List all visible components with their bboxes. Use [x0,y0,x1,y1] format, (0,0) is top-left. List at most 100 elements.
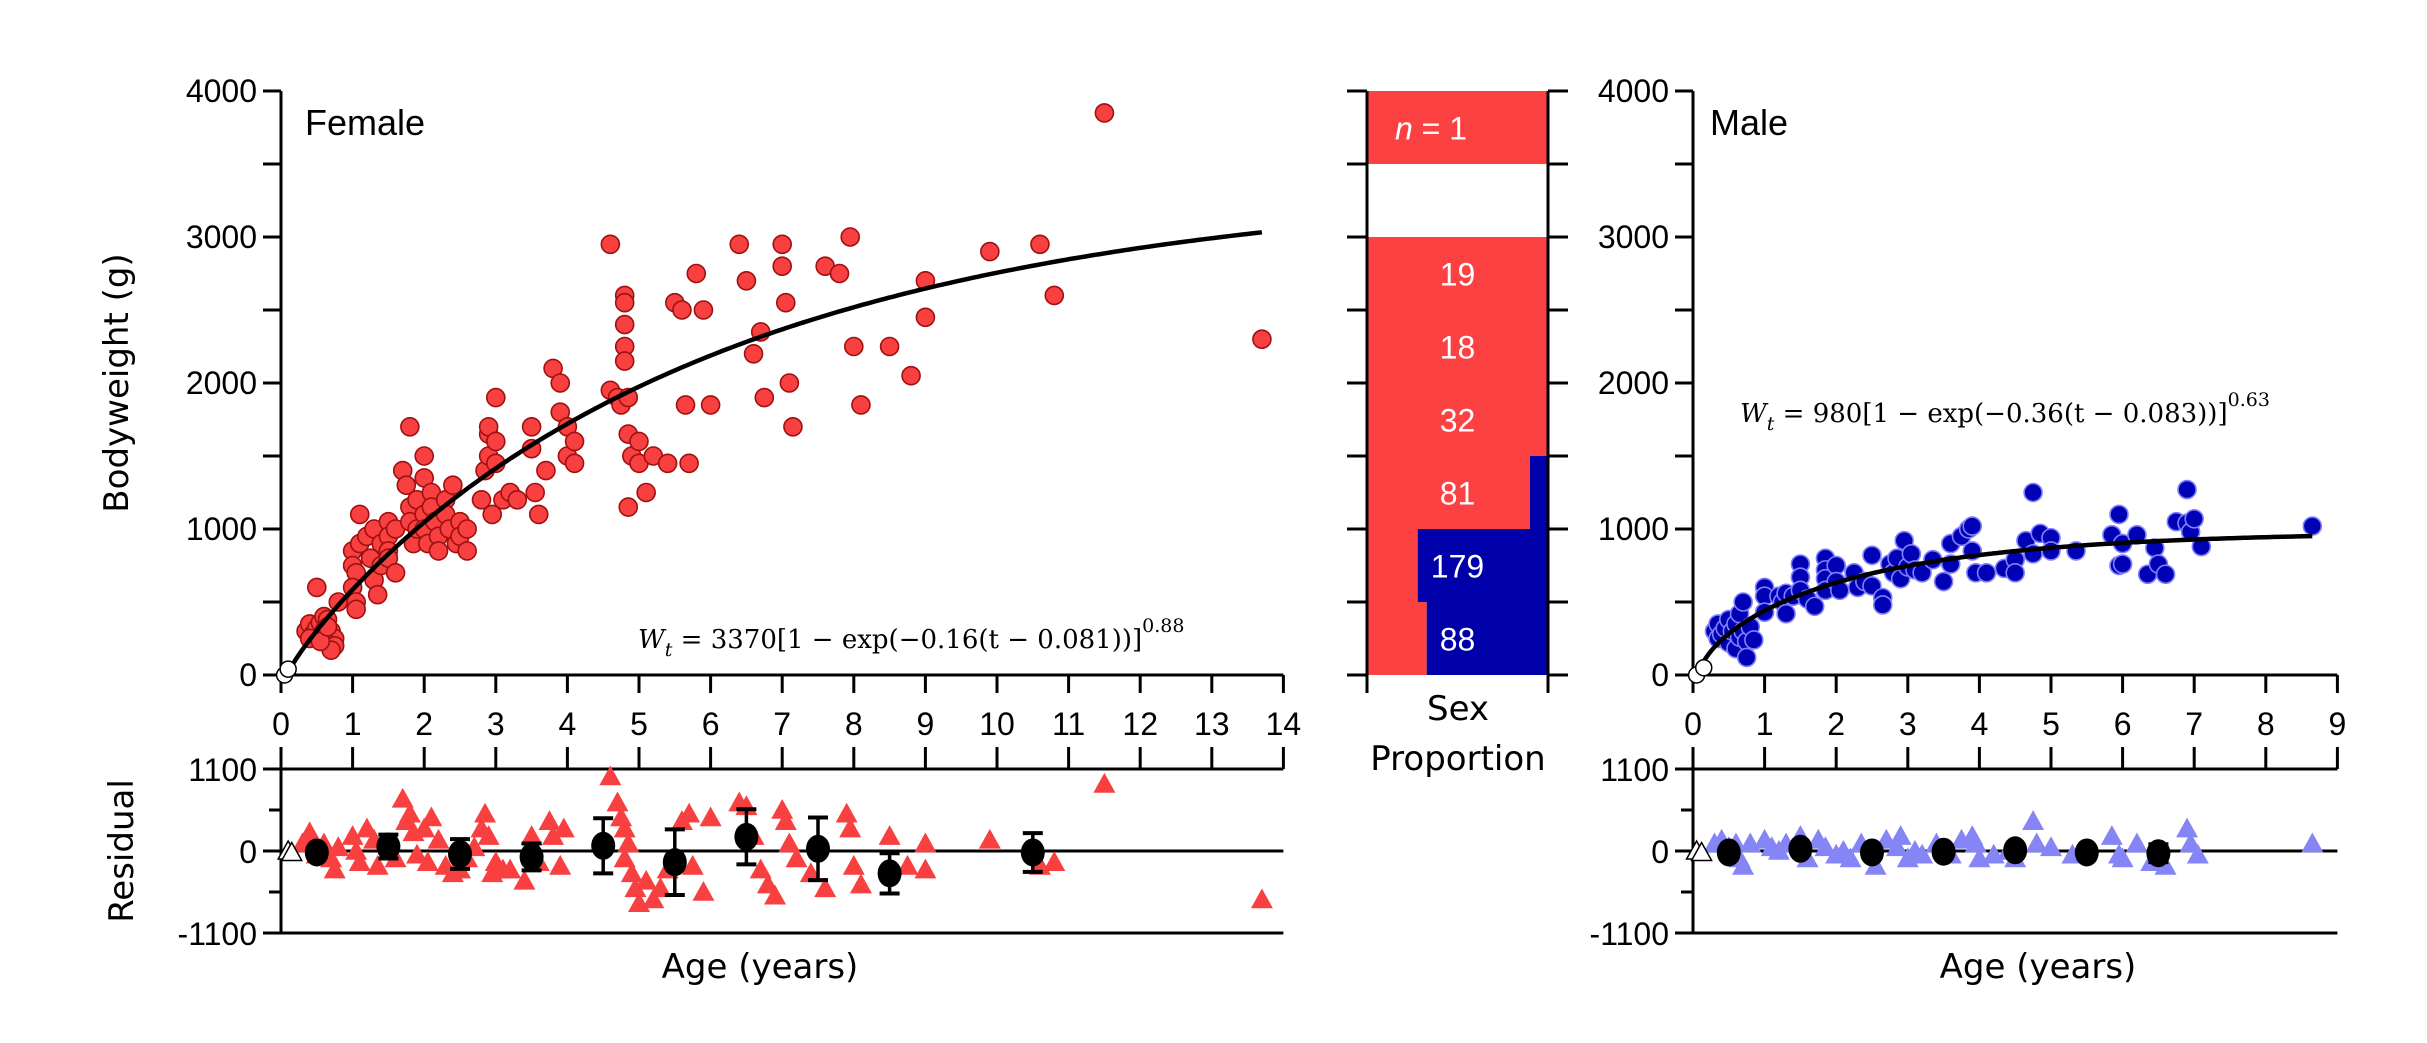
data-point [1030,234,1050,255]
residual-point [341,825,364,845]
female-segment [1367,237,1548,310]
data-point [614,292,635,313]
residual-point [477,825,500,845]
data-point [657,453,678,474]
data-point [1976,562,1997,583]
residual-point [699,806,722,827]
residual-point [635,869,658,890]
residual-tick-label: 0 [1651,834,1669,870]
data-point [346,599,366,620]
residual-tick-label: 1100 [1600,752,1669,788]
female-segment [1367,91,1548,164]
x-tick-label: 2 [415,706,433,742]
x-tick-label: 4 [559,706,577,742]
mean-marker [877,859,902,888]
residual-point [420,806,443,827]
data-point [1933,571,1954,592]
residual-point [599,765,622,786]
x-tick-label: 8 [2257,706,2275,742]
female-segment [1367,310,1548,383]
residual-tick-label: -1100 [178,916,257,952]
residual-point [413,817,436,838]
mean-marker [2003,836,2028,865]
residual-point [2100,825,2123,845]
data-point [2155,564,2176,585]
data-point [1862,545,1882,566]
data-point [600,234,621,255]
data-point [457,541,477,561]
male-segment [1529,456,1548,529]
data-point [385,562,406,583]
residual-point [520,825,543,845]
x-tick-label: 10 [979,706,1015,742]
equation-rhs: = 980[1 − exp(−0.36(t − 0.083))] [1774,399,2227,429]
data-point [879,336,900,357]
x-tick-label: 3 [1899,706,1917,742]
residual-point [613,847,636,868]
residual-point [678,802,701,823]
x-tick-label: 14 [1266,706,1302,742]
residual-point [406,843,429,864]
residual-point [771,799,794,819]
mean-marker [304,838,329,867]
residual-point [552,817,575,838]
residual-point [642,888,665,909]
x-axis-title-female: Age (years) [662,947,859,987]
residual-point [2022,810,2045,830]
female-segment [1367,383,1548,456]
data-point [349,504,370,525]
male-residual-plot: 1100 0 -1100 [1590,747,2339,952]
x-tick-label: 2 [1827,706,1845,742]
data-point [1872,595,1893,615]
residual-point [327,836,350,857]
data-point [485,431,506,452]
data-point [2184,508,2204,529]
data-point [2112,554,2133,574]
data-point [614,314,635,335]
y-tick-label: 3000 [186,219,257,255]
y-tick-label: 0 [1651,657,1669,693]
residual-axis-title: Residual [102,779,142,923]
x-tick-label: 11 [1052,706,1085,742]
data-point [564,453,585,474]
anchor-residual [1690,840,1713,862]
male-segment [1417,529,1548,602]
data-point [851,395,871,415]
data-point [1094,103,1115,123]
residual-point [1093,772,1116,793]
data-point [1252,329,1272,350]
mean-marker [2146,839,2171,868]
sex-proportion-label-line1: Sex [1427,689,1489,729]
x-tick-label: 4 [1971,706,1989,742]
residual-point [692,881,715,901]
equation-lhs: W [1740,399,1769,429]
residual-tick-label: 0 [239,834,257,870]
data-point [915,307,936,328]
mean-marker [519,842,544,871]
female-segment [1367,602,1427,675]
equation-exponent: 0.63 [2228,389,2270,411]
residual-point [2154,854,2177,875]
residual-point [2040,836,2062,857]
residual-point [427,828,450,849]
bin-count-label: 19 [1440,257,1476,293]
x-tick-label: 1 [344,706,362,742]
data-point [428,541,449,561]
data-point [1744,630,1764,650]
data-point [614,351,635,371]
residual-point [2186,843,2209,864]
x-tick-label: 7 [2185,706,2203,742]
mean-marker [734,822,759,851]
residual-tick-label: -1100 [1590,916,1669,952]
residual-point [323,858,346,879]
x-tick-label: 0 [1684,706,1702,742]
female-panel-title: Female [305,102,425,143]
data-point [686,263,707,284]
residual-point [774,810,797,830]
bin-count-label: 81 [1440,476,1476,512]
data-point [1962,516,1983,536]
male-growth-plot: 0 1000 2000 3000 4000 0 1 2 3 4 5 6 7 8 9 Wt = 980[1 − … [1598,73,2346,742]
fit-curve [1693,533,2313,678]
residual-point [978,828,1001,849]
residual-tick-label: 1100 [188,752,257,788]
